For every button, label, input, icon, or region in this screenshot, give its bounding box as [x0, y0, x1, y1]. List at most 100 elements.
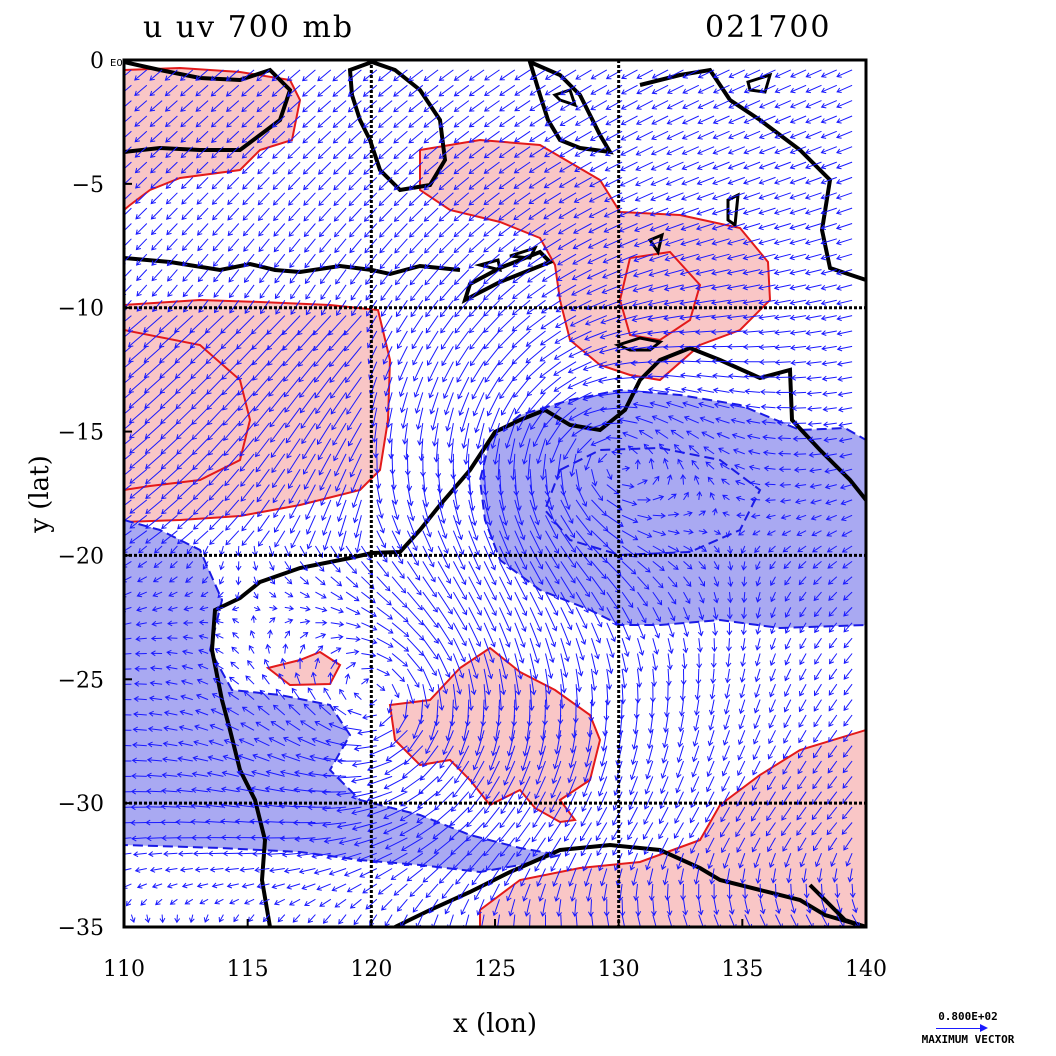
wind-vector — [754, 668, 761, 683]
wind-vector — [412, 346, 424, 366]
vector-legend: 0.800E+02 MAXIMUM VECTOR — [888, 1010, 1048, 1046]
wind-vector — [137, 545, 148, 554]
wind-vector — [483, 622, 496, 648]
wind-vector — [217, 591, 224, 599]
wind-vector — [679, 372, 699, 379]
wind-vector — [743, 100, 761, 109]
wind-vector — [843, 591, 853, 601]
wind-vector — [466, 837, 485, 856]
wind-vector — [179, 866, 193, 873]
wind-vector — [814, 653, 822, 665]
wind-vector — [731, 433, 745, 439]
wind-vector — [784, 607, 792, 618]
wind-vector — [393, 192, 408, 207]
wind-vector — [166, 253, 178, 267]
wind-vector — [647, 315, 669, 322]
wind-vector — [408, 146, 424, 160]
wind-vector — [241, 499, 255, 517]
wind-vector — [754, 545, 761, 554]
wind-vector — [124, 438, 132, 446]
wind-vector — [158, 330, 178, 348]
wind-vector — [344, 346, 362, 368]
wind-vector — [224, 499, 240, 517]
wind-vector — [204, 315, 224, 334]
wind-vector — [299, 632, 309, 639]
wind-vector — [209, 530, 224, 545]
wind-vector — [151, 284, 163, 297]
wind-vector — [584, 330, 607, 341]
wind-vector — [235, 786, 255, 793]
wind-vector — [820, 84, 838, 94]
wind-vector — [422, 545, 435, 568]
wind-vector — [211, 177, 224, 190]
wind-vector — [628, 837, 638, 856]
wind-vector — [176, 422, 194, 440]
wind-vector — [652, 475, 660, 485]
wind-vector — [506, 883, 516, 902]
wind-vector — [273, 515, 286, 533]
wind-vector — [820, 176, 837, 185]
wind-vector — [124, 422, 132, 430]
wind-vector — [553, 376, 577, 392]
wind-vector — [632, 401, 653, 409]
wind-vector — [524, 714, 531, 742]
wind-vector — [557, 223, 577, 235]
wind-vector — [124, 361, 132, 369]
wind-vector — [696, 372, 715, 379]
wind-vector — [663, 457, 669, 470]
wind-vector — [698, 510, 706, 516]
wind-vector — [265, 769, 285, 777]
wind-vector — [504, 868, 516, 887]
wind-vector — [529, 515, 542, 541]
wind-vector — [452, 499, 462, 526]
wind-vector — [284, 630, 291, 639]
wind-vector — [633, 253, 653, 263]
wind-vector — [560, 668, 567, 694]
wind-vector — [393, 177, 408, 191]
wind-vector — [162, 741, 178, 747]
wind-vector — [615, 403, 638, 410]
wind-vector — [634, 207, 653, 217]
wind-vector — [124, 207, 132, 219]
wind-vector — [767, 837, 776, 853]
wind-vector — [488, 745, 500, 771]
wind-vector — [226, 882, 239, 889]
wind-vector — [453, 192, 470, 206]
wind-vector — [680, 207, 699, 216]
wind-vector — [191, 422, 209, 440]
wind-vector — [584, 745, 592, 768]
wind-vector — [793, 451, 807, 458]
wind-vector — [295, 753, 316, 762]
wind-vector — [190, 376, 209, 395]
wind-vector — [631, 388, 653, 394]
wind-vector — [469, 330, 485, 350]
wind-vector — [449, 806, 470, 827]
wind-vector — [127, 330, 148, 348]
wind-vector — [843, 714, 853, 727]
wind-vector — [133, 696, 147, 702]
wind-vector — [396, 315, 408, 334]
wind-vector — [124, 100, 132, 111]
wind-vector — [314, 376, 332, 399]
wind-vector — [830, 853, 838, 867]
wind-vector — [797, 837, 807, 852]
wind-vector — [322, 772, 347, 779]
wind-vector — [347, 69, 362, 82]
wind-vector — [726, 314, 745, 321]
wind-vector — [124, 791, 132, 793]
wind-vector — [543, 207, 562, 220]
wind-vector — [206, 376, 224, 395]
wind-vector — [407, 622, 425, 641]
wind-vector — [529, 484, 538, 511]
wind-vector — [554, 453, 562, 481]
wind-vector — [822, 390, 837, 397]
wind-vector — [465, 453, 472, 481]
wind-vector — [211, 882, 224, 889]
wind-vector — [583, 345, 607, 357]
wind-vector — [311, 737, 331, 747]
wind-vector — [710, 653, 717, 669]
wind-vector — [233, 914, 240, 923]
wind-vector — [589, 130, 608, 141]
wind-vector — [798, 576, 807, 586]
x-tick-label: 140 — [845, 957, 887, 982]
